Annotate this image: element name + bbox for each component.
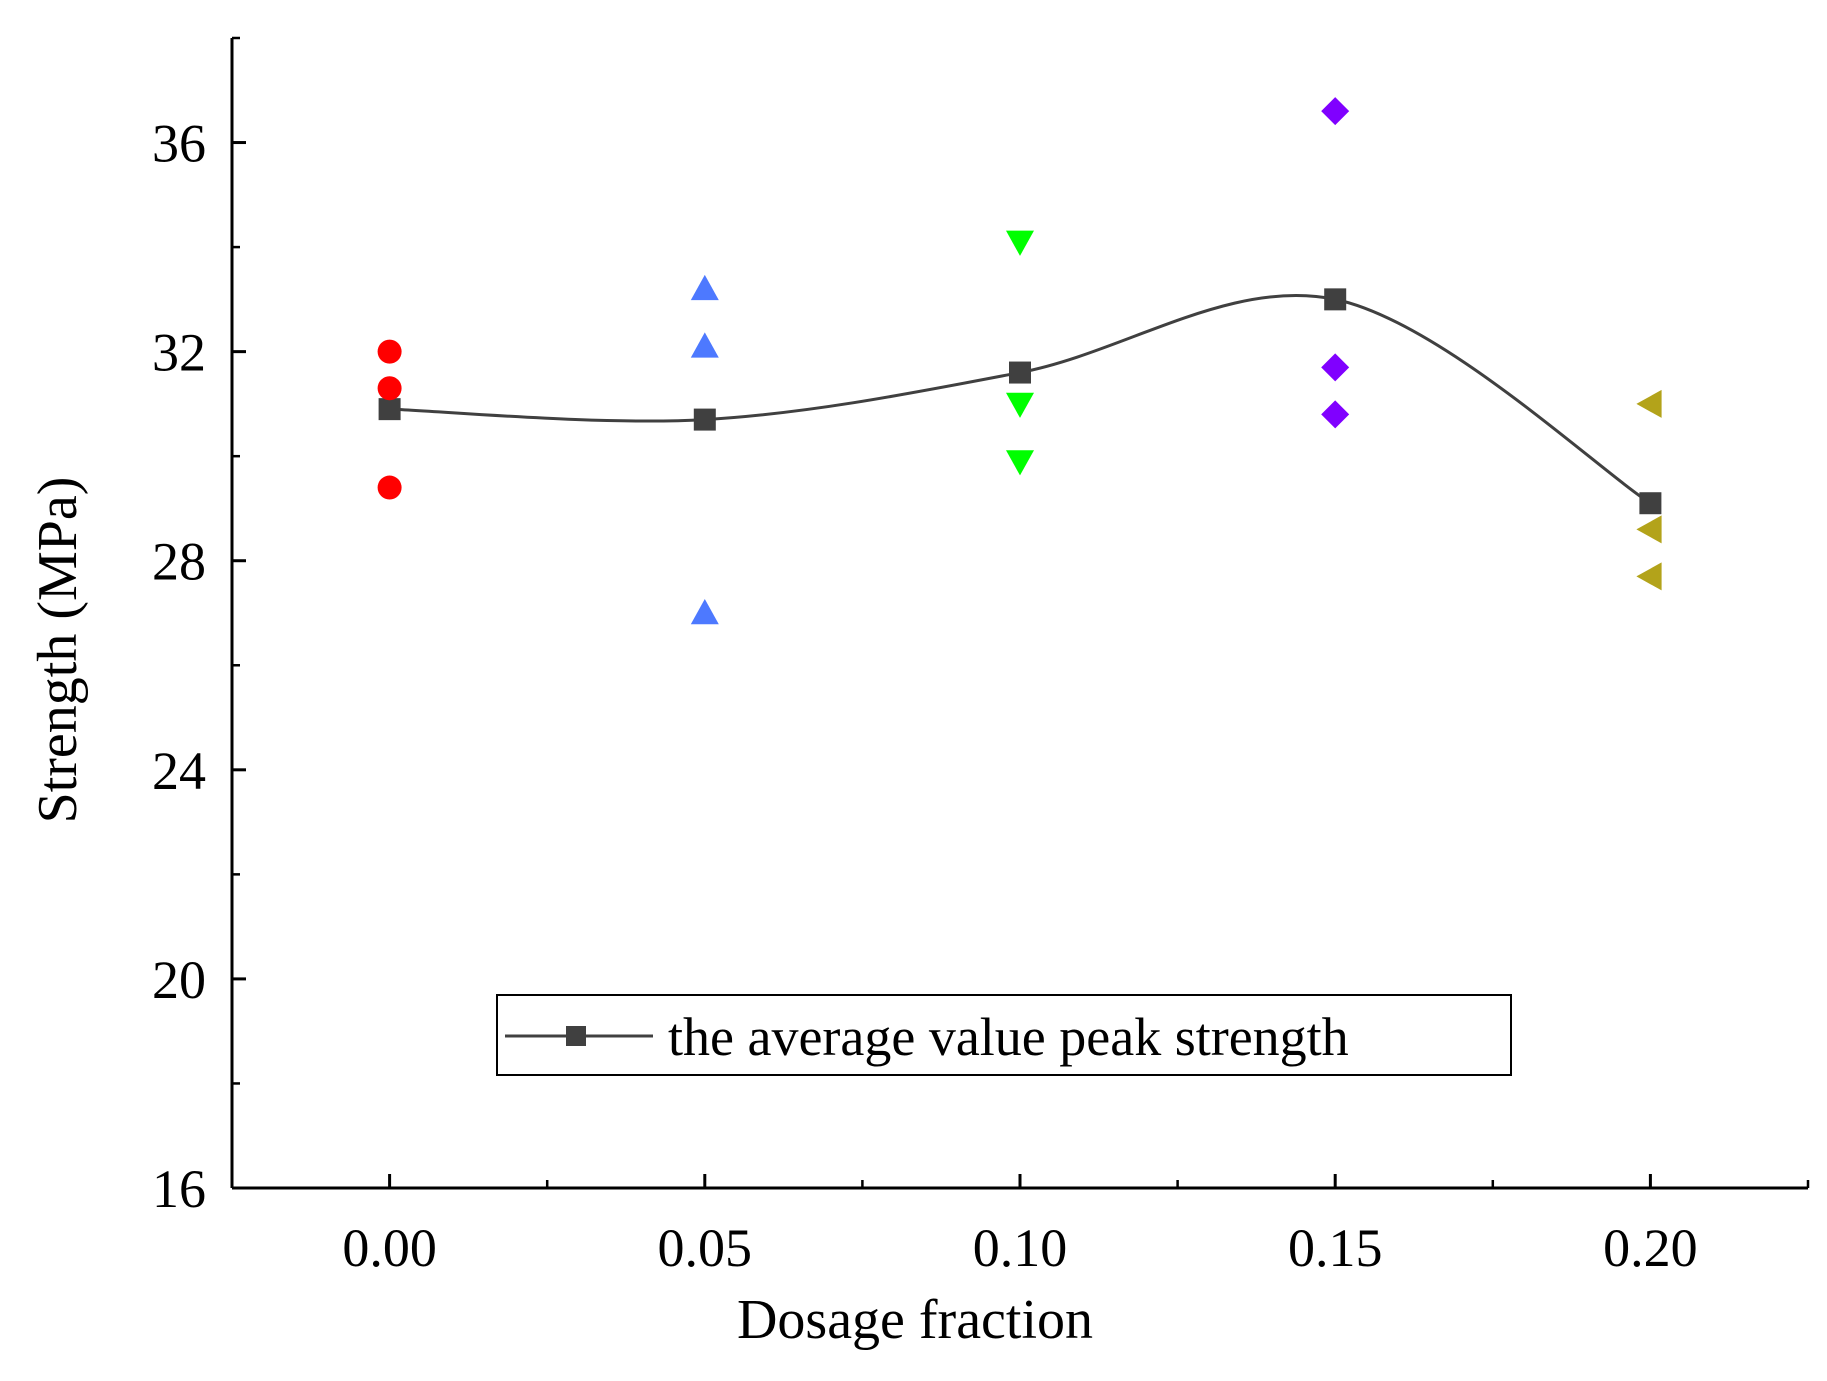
x-tick-label: 0.00 — [342, 1218, 437, 1278]
data-point-square — [693, 408, 716, 431]
data-point-triangle-down — [1006, 230, 1034, 256]
y-tick-label: 24 — [152, 741, 206, 801]
series-0-20-samples — [1636, 389, 1662, 591]
tick-marks — [230, 36, 1810, 1190]
series-layer — [377, 97, 1662, 625]
x-axis-title: Dosage fraction — [737, 1289, 1093, 1351]
data-point-diamond — [1321, 353, 1350, 382]
y-tick-label: 16 — [152, 1159, 206, 1219]
x-tick-label: 0.20 — [1603, 1218, 1698, 1278]
data-point-triangle-left — [1636, 389, 1662, 418]
data-point-square — [1324, 288, 1347, 311]
y-tick-label: 36 — [152, 114, 206, 174]
series-0-10-samples — [1006, 230, 1034, 476]
x-tick-label: 0.15 — [1288, 1218, 1383, 1278]
legend-label: the average value peak strength — [668, 1007, 1349, 1067]
data-point-triangle-up — [690, 332, 719, 358]
legend: the average value peak strength — [496, 994, 1512, 1076]
data-point-square — [378, 398, 401, 421]
series-0-00-samples — [377, 339, 402, 500]
tick-labels: 16 20 24 28 32 36 0.00 0.05 0.10 0.15 0.20 — [152, 114, 1698, 1278]
x-tick-label: 0.05 — [658, 1218, 753, 1278]
data-point-circle — [377, 339, 402, 364]
y-tick-label: 32 — [152, 323, 206, 383]
data-point-triangle-down — [1006, 392, 1034, 418]
data-point-triangle-left — [1636, 562, 1662, 591]
data-point-diamond — [1321, 97, 1350, 126]
data-point-triangle-up — [690, 599, 719, 625]
data-point-triangle-up — [690, 274, 719, 301]
series-average — [378, 288, 1662, 515]
series-0-15-samples — [1321, 97, 1350, 429]
y-tick-label: 28 — [152, 532, 206, 592]
y-tick-label: 20 — [152, 950, 206, 1010]
y-axis-title: Strength (MPa) — [27, 477, 89, 824]
data-point-triangle-left — [1636, 515, 1662, 544]
x-tick-label: 0.10 — [973, 1218, 1068, 1278]
data-point-diamond — [1321, 400, 1350, 429]
data-point-circle — [377, 376, 402, 401]
series-0-05-samples — [690, 274, 719, 625]
data-point-square — [1639, 492, 1662, 515]
data-point-triangle-down — [1006, 450, 1034, 476]
legend-box — [496, 994, 1512, 1076]
data-point-square — [1009, 361, 1031, 384]
legend-marker-square — [566, 1026, 586, 1046]
data-point-circle — [377, 475, 402, 500]
